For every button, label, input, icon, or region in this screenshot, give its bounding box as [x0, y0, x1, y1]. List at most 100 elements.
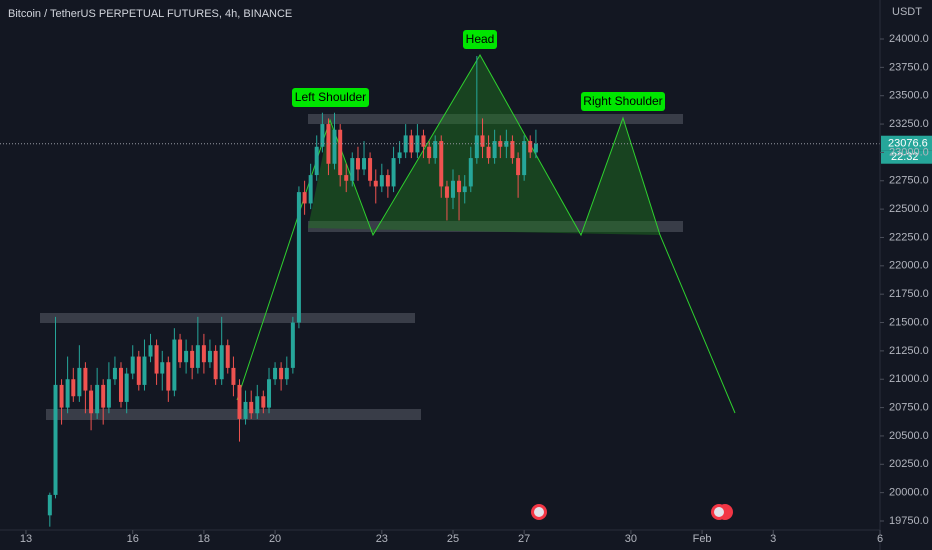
annotation: Right Shoulder	[583, 94, 662, 108]
candle-body	[397, 152, 402, 159]
y-tick-label: 23500.0	[889, 90, 929, 102]
last-price-badge: 23076.6 22:32	[881, 135, 932, 164]
candle-body	[290, 322, 295, 368]
candle-body	[338, 129, 343, 176]
candle-body	[504, 141, 509, 147]
candle-body	[273, 367, 278, 380]
y-tick-label: 20000.0	[889, 487, 929, 499]
candle-body	[284, 367, 289, 380]
candle-body	[195, 345, 200, 368]
candle-body	[373, 180, 378, 187]
candle-body	[350, 158, 355, 181]
y-tick-label: 23750.0	[889, 61, 929, 73]
annotation-box	[581, 92, 665, 111]
candle-body	[112, 367, 117, 380]
candle-body	[326, 124, 331, 164]
candle-body	[344, 175, 349, 181]
last-price-label: 23076.6	[888, 138, 928, 150]
candle-body	[243, 401, 248, 419]
candle-body	[95, 384, 100, 414]
candle-body	[462, 186, 467, 193]
candle-body	[207, 350, 212, 363]
y-tick-label: 19750.0	[889, 515, 929, 527]
candle-body	[450, 180, 455, 198]
candle-body	[130, 356, 135, 374]
candle-body	[89, 390, 94, 414]
candle-body	[166, 362, 171, 391]
y-axis-label: USDT	[892, 6, 922, 18]
last-price-box	[881, 135, 932, 151]
candle-body	[528, 141, 533, 153]
candle-body	[391, 158, 396, 187]
x-tick-label: 25	[447, 533, 459, 545]
event-icon	[714, 507, 724, 517]
candle-body	[314, 146, 319, 176]
candle-body	[213, 350, 218, 380]
candle-body	[444, 186, 449, 198]
candle-body	[516, 158, 521, 176]
candle-body	[77, 367, 82, 397]
candle-body	[231, 367, 236, 385]
candle-body	[225, 345, 230, 368]
y-tick-label: 22250.0	[889, 231, 929, 243]
candle-body	[480, 135, 485, 147]
candle-body	[101, 384, 106, 408]
candle-body	[498, 141, 503, 147]
candle-body	[261, 396, 266, 408]
candle-body	[492, 141, 497, 159]
candle-body	[355, 158, 360, 170]
candle-body	[178, 339, 183, 363]
chart-title: Bitcoin / TetherUS PERPETUAL FUTURES, 4h…	[8, 8, 292, 20]
candle-body	[124, 373, 129, 402]
annotations: Left Shoulder Head Right Shoulder	[292, 30, 665, 111]
candle-body	[468, 158, 473, 187]
candle-body	[510, 141, 515, 159]
y-tick-label: 23250.0	[889, 118, 929, 130]
candle-body	[219, 345, 224, 380]
candle-body	[267, 379, 272, 408]
x-tick-label: 3	[770, 533, 776, 545]
candle-body	[421, 135, 426, 147]
candle-body	[154, 345, 159, 374]
candle-body	[53, 384, 58, 495]
y-tick-label: 20750.0	[889, 401, 929, 413]
y-tick-label: 21000.0	[889, 373, 929, 385]
candle-body	[368, 158, 373, 181]
candle-body	[83, 367, 88, 391]
y-tick-label: 21500.0	[889, 316, 929, 328]
candle-body	[201, 345, 206, 363]
candle-body	[142, 356, 147, 385]
candle-body	[522, 141, 527, 176]
candle-body	[362, 158, 367, 170]
y-tick-label: 21750.0	[889, 288, 929, 300]
candle-body	[296, 192, 301, 323]
candle-body	[160, 362, 165, 374]
x-tick-label: 13	[20, 533, 32, 545]
candle-body	[249, 401, 254, 414]
candle-body	[486, 146, 491, 159]
annotation: Left Shoulder	[295, 90, 366, 104]
candle-body	[106, 379, 111, 408]
candle-body	[379, 175, 384, 187]
candle-body	[533, 143, 538, 153]
candle-body	[279, 367, 284, 380]
candle-body	[184, 350, 189, 363]
x-tick-label: 20	[269, 533, 281, 545]
x-tick-label: Feb	[693, 533, 712, 545]
x-tick-label: 16	[127, 533, 139, 545]
event-icon	[534, 507, 544, 517]
event-icons	[531, 504, 733, 520]
x-tick-label: 27	[518, 533, 530, 545]
candle-body	[439, 141, 444, 187]
candle-body	[332, 129, 337, 164]
y-tick-label: 22000.0	[889, 260, 929, 272]
candle-body	[308, 175, 313, 204]
candle-body	[302, 192, 307, 204]
candle-body	[385, 175, 390, 187]
y-tick-label: 21250.0	[889, 345, 929, 357]
candle-body	[172, 339, 177, 391]
neckline-zone	[308, 221, 683, 232]
x-tick-label: 6	[877, 533, 883, 545]
